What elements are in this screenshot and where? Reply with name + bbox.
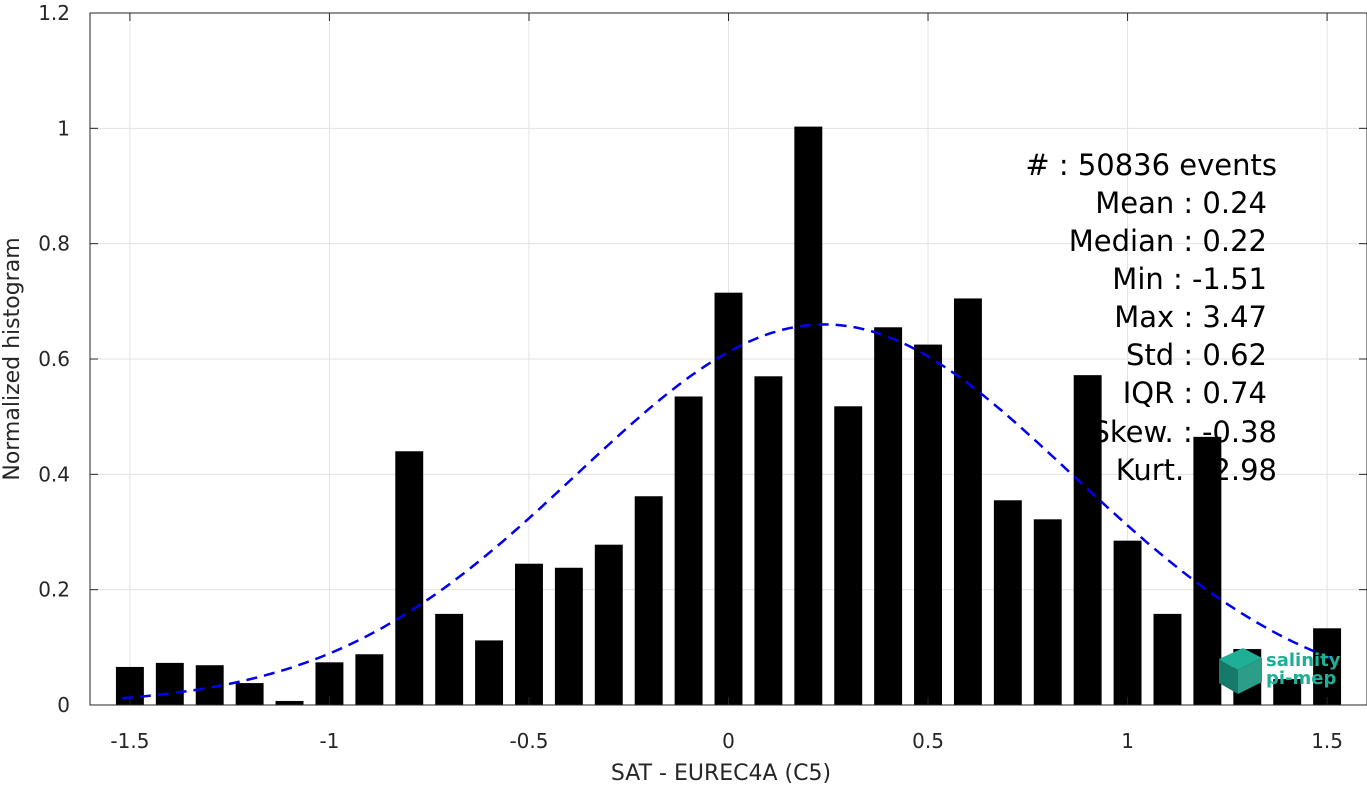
x-tick-label: 0.5 xyxy=(912,729,944,753)
salinity-pimep-logo: salinity pi-mep xyxy=(1219,648,1341,694)
histogram-bar xyxy=(874,327,903,705)
histogram-bars xyxy=(115,126,1342,705)
y-tick-label: 0 xyxy=(57,693,70,717)
histogram-bar xyxy=(355,654,384,705)
histogram-bar xyxy=(993,500,1022,705)
histogram-bar xyxy=(594,544,623,705)
y-tick-label: 1.2 xyxy=(38,1,70,25)
histogram-bar xyxy=(554,567,583,705)
y-axis-label: Normalized histogram xyxy=(0,237,25,480)
x-tick-label: 1.5 xyxy=(1311,729,1343,753)
stat-line: Std : 0.62 xyxy=(1126,338,1267,372)
stat-line: Min : -1.51 xyxy=(1112,262,1267,296)
histogram-bar xyxy=(1153,613,1182,705)
x-tick-label: -1 xyxy=(319,729,339,753)
x-tick-label: 0 xyxy=(722,729,735,753)
stat-line: Mean : 0.24 xyxy=(1095,186,1267,220)
statistics-annotation: # : 50836 events Mean : 0.24 Median : 0.22… xyxy=(1025,148,1277,487)
y-tick-label: 0.2 xyxy=(38,578,70,602)
histogram-bar xyxy=(475,640,504,705)
histogram-bar xyxy=(754,376,783,705)
histogram-bar xyxy=(275,700,304,705)
histogram-bar xyxy=(914,344,942,705)
stat-line: IQR : 0.74 xyxy=(1123,376,1267,410)
stat-line: Skew. : -0.38 xyxy=(1091,415,1277,449)
x-axis-label: SAT - EUREC4A (C5) xyxy=(611,761,831,785)
x-tick-label: 1 xyxy=(1121,729,1134,753)
histogram-bar xyxy=(1193,436,1222,705)
histogram-bar xyxy=(674,396,703,705)
histogram-bar xyxy=(1073,375,1102,705)
x-axis-ticks: -1.5 -1 -0.5 0 0.5 1 1.5 xyxy=(110,13,1343,753)
histogram-bar xyxy=(794,126,823,705)
histogram-bar xyxy=(1033,519,1062,705)
x-tick-label: -0.5 xyxy=(509,729,548,753)
histogram-bar xyxy=(1113,540,1142,705)
gaussian-fit-curve xyxy=(121,323,1336,700)
histogram-bar xyxy=(953,298,982,705)
histogram-bar xyxy=(235,683,264,705)
stat-line: Median : 0.22 xyxy=(1069,224,1267,258)
stat-line: Max : 3.47 xyxy=(1114,300,1267,334)
y-axis-ticks: 0 0.2 0.4 0.6 0.8 1 1.2 xyxy=(38,1,1367,717)
histogram-bar xyxy=(515,563,543,705)
y-tick-label: 0.6 xyxy=(38,347,70,371)
logo-line2: pi-mep xyxy=(1266,668,1336,689)
stat-line: # : 50836 events xyxy=(1025,148,1277,182)
histogram-bar xyxy=(834,406,863,705)
histogram-bar xyxy=(634,496,663,705)
logo-line1: salinity xyxy=(1266,650,1341,671)
histogram-bar xyxy=(1273,679,1302,705)
stat-line: Kurt. : 2.98 xyxy=(1116,453,1277,487)
histogram-bar xyxy=(714,292,743,705)
y-tick-label: 1 xyxy=(57,116,70,140)
histogram-bar xyxy=(435,613,464,705)
histogram-bar xyxy=(155,662,184,705)
cube-logo-icon xyxy=(1219,648,1262,694)
histogram-bar xyxy=(395,451,424,705)
histogram-bar xyxy=(1313,628,1342,705)
x-tick-label: -1.5 xyxy=(110,729,149,753)
y-tick-label: 0.4 xyxy=(38,462,70,486)
y-tick-label: 0.8 xyxy=(38,232,70,256)
